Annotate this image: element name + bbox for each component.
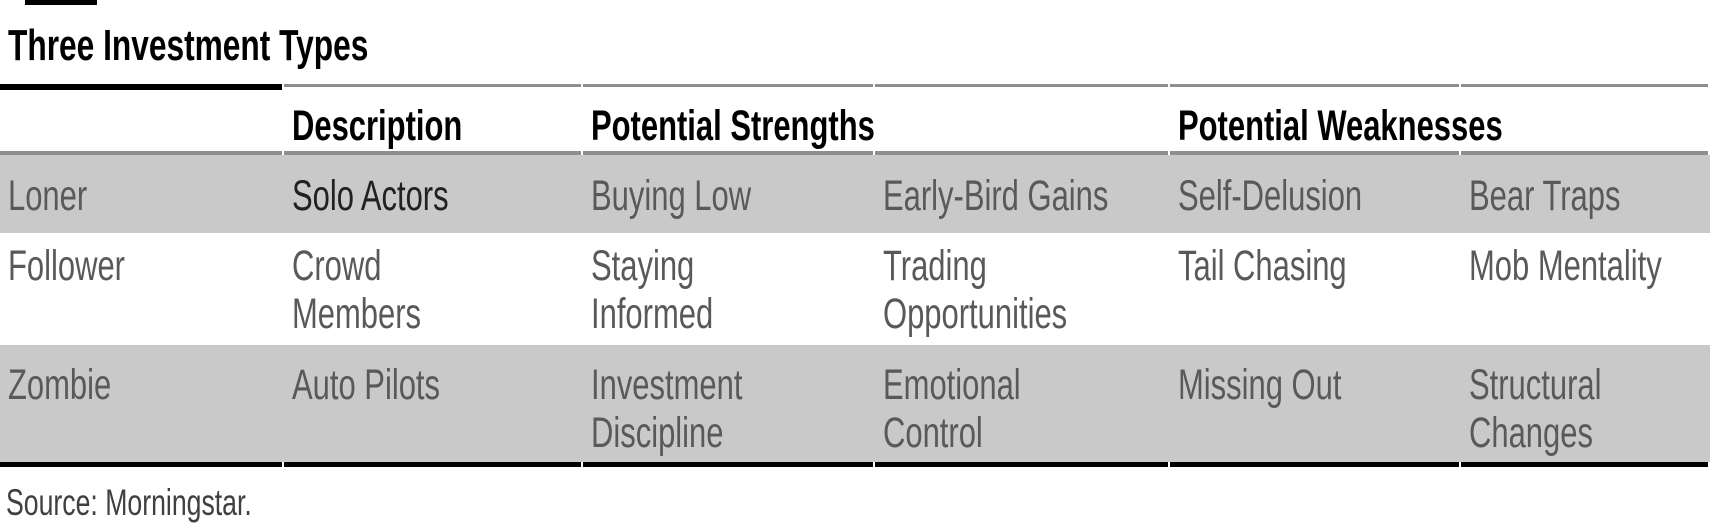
title-rule-segment	[1170, 84, 1459, 87]
header-potential-weaknesses: Potential Weaknesses	[1178, 102, 1503, 150]
cell-strength-1: Staying Informed	[591, 242, 714, 338]
bottom-rule-segment	[1170, 462, 1459, 467]
table-row-loner: Loner Solo Actors Buying Low Early-Bird …	[0, 155, 1710, 233]
header-type-column	[0, 90, 284, 151]
bottom-rule-segment	[875, 462, 1168, 467]
cell-weakness-1: Tail Chasing	[1178, 242, 1347, 290]
cell-weakness-2: Mob Mentality	[1469, 242, 1662, 290]
bottom-rule-segment	[0, 462, 282, 467]
title-rule-segment	[875, 84, 1168, 87]
header-rule	[0, 151, 1710, 155]
cell-strength-1: Investment Discipline	[591, 361, 743, 457]
cell-weakness-2: Structural Changes	[1469, 361, 1602, 457]
cell-strength-2: Early-Bird Gains	[883, 172, 1109, 220]
header-potential-strengths: Potential Strengths	[591, 102, 875, 150]
title-rule-segment	[583, 84, 873, 87]
exhibit-title-text: Three Investment Types	[8, 21, 369, 70]
cell-strength-2: Emotional Control	[883, 361, 1021, 457]
row-label: Loner	[8, 172, 88, 220]
bottom-rule-segment	[583, 462, 873, 467]
header-rule-segment	[875, 151, 1168, 155]
title-rule-segment	[284, 84, 581, 87]
header-rule-segment	[583, 151, 873, 155]
row-label: Follower	[8, 242, 126, 290]
header-rule-segment	[1461, 151, 1708, 155]
cell-strength-1: Buying Low	[591, 172, 752, 220]
top-edge-mark	[25, 0, 97, 5]
table-bottom-rule	[0, 462, 1710, 467]
header-rule-segment	[0, 151, 282, 155]
cell-description: Solo Actors	[292, 172, 449, 220]
title-rule-segment	[1461, 84, 1708, 87]
header-rule-segment	[1170, 151, 1459, 155]
header-rule-segment	[284, 151, 581, 155]
title-rule	[0, 84, 1710, 90]
table-header-row: Description Potential Strengths Potentia…	[0, 90, 1710, 151]
cell-description: Crowd Members	[292, 242, 422, 338]
bottom-rule-segment	[284, 462, 581, 467]
cell-weakness-2: Bear Traps	[1469, 172, 1621, 220]
row-label: Zombie	[8, 361, 112, 409]
cell-weakness-1: Missing Out	[1178, 361, 1342, 409]
source-note: Source: Morningstar.	[6, 482, 252, 523]
table-row-follower: Follower Crowd Members Staying Informed …	[0, 233, 1710, 345]
exhibit-title: Three Investment Types	[8, 22, 508, 70]
title-rule-segment-black	[0, 84, 282, 90]
header-description: Description	[292, 102, 463, 150]
cell-description: Auto Pilots	[292, 361, 441, 409]
table-row-zombie: Zombie Auto Pilots Investment Discipline…	[0, 345, 1710, 462]
bottom-rule-segment	[1461, 462, 1708, 467]
cell-weakness-1: Self-Delusion	[1178, 172, 1363, 220]
cell-strength-2: Trading Opportunities	[883, 242, 1068, 338]
